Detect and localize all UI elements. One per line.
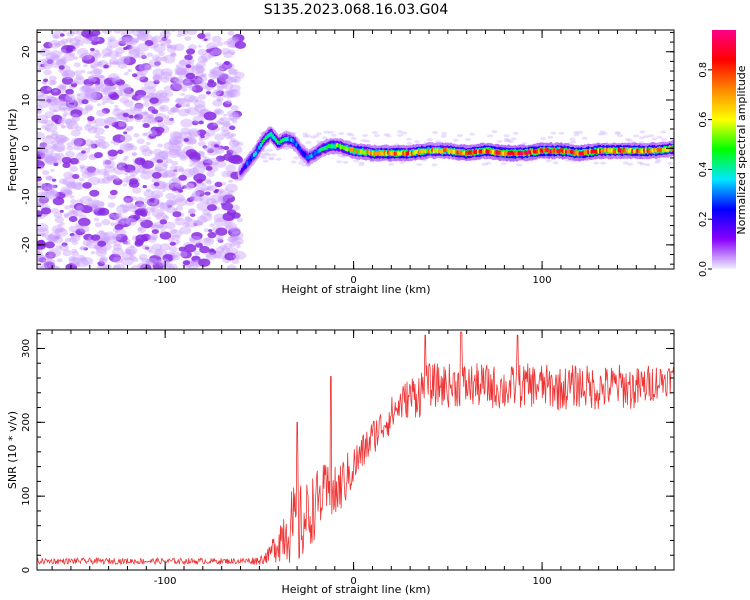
- colorbar-tick-label: 0.2: [698, 211, 709, 227]
- snr-y-label: SNR (10 * v/v): [6, 411, 19, 489]
- snr-frame: [36, 329, 675, 571]
- spectrogram-x-tick-label: -100: [154, 275, 177, 286]
- spectrogram-heatmap: [37, 30, 674, 269]
- snr-y-tick-label: 100: [21, 487, 32, 506]
- spectrogram-y-tick-label: 20: [21, 45, 32, 58]
- spectrogram-x-tick-label: 100: [533, 275, 552, 286]
- snr-x-tick-label: -100: [154, 576, 177, 587]
- colorbar-ticks: 0.0 0.2 0.4 0.6 0.8: [698, 62, 712, 277]
- snr-x-label: Height of straight line (km): [281, 583, 430, 596]
- colorbar: 0.0 0.2 0.4 0.6 0.8 Normalized spectral ampl…: [698, 30, 748, 277]
- snr-x-tick-label: 0: [350, 576, 356, 587]
- colorbar-tick-label: 0.4: [698, 161, 709, 177]
- spectrogram-x-tick-label: 0: [350, 275, 356, 286]
- snr-y-tick-label: 200: [21, 413, 32, 432]
- spectrogram-y-tick-label: -10: [21, 188, 32, 204]
- colorbar-gradient: [712, 30, 736, 269]
- snr-series-line: [36, 331, 674, 566]
- spectrogram-x-label: Height of straight line (km): [281, 283, 430, 296]
- spectrogram-y-tick-label: -20: [21, 237, 32, 253]
- colorbar-tick-label: 0.8: [698, 62, 709, 78]
- spectrogram-y-label: Frequency (Hz): [6, 109, 19, 192]
- snr-panel: -100 0 100 0 100 200 300 Height of straight li…: [6, 329, 675, 596]
- colorbar-label: Normalized spectral amplitude: [735, 65, 748, 234]
- colorbar-tick-label: 0.0: [698, 261, 709, 277]
- spectrogram-y-tick-label: 0: [21, 145, 32, 151]
- snr-y-tick-label: 0: [21, 567, 32, 573]
- figure-title: S135.2023.068.16.03.G04: [264, 2, 449, 18]
- spectrogram-y-tick-label: 10: [21, 94, 32, 107]
- snr-x-tick-label: 100: [533, 576, 552, 587]
- snr-ticks: -100 0 100 0 100 200 300: [21, 330, 675, 587]
- colorbar-tick-label: 0.6: [698, 112, 709, 128]
- snr-y-tick-label: 300: [21, 339, 32, 358]
- spectrogram-frame: [36, 29, 675, 270]
